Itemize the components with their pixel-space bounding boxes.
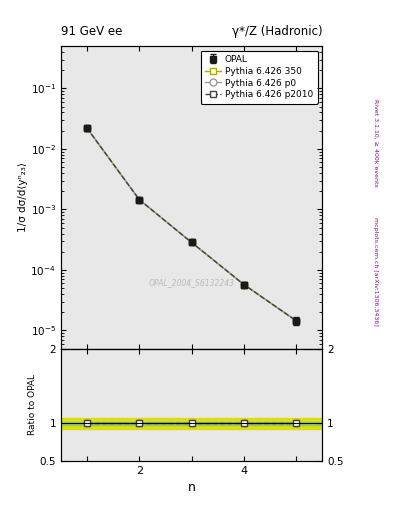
Text: Rivet 3.1.10, ≥ 400k events: Rivet 3.1.10, ≥ 400k events [373,99,378,187]
Pythia 6.426 p0 [189,240,194,246]
Line: Pythia 6.426 350: Pythia 6.426 350 [84,125,299,324]
X-axis label: n: n [187,481,196,494]
Pythia 6.426 350 [241,282,246,288]
Pythia 6.426 350 [294,317,299,324]
Pythia 6.426 p0 [85,125,90,131]
Y-axis label: Ratio to OPAL: Ratio to OPAL [28,374,37,435]
Pythia 6.426 p2010 [85,125,90,131]
Y-axis label: 1/σ dσ/d⟨yⁿ₂₃⟩: 1/σ dσ/d⟨yⁿ₂₃⟩ [18,162,28,232]
Line: Pythia 6.426 p0: Pythia 6.426 p0 [84,125,299,324]
Text: 91 GeV ee: 91 GeV ee [61,26,122,38]
Text: OPAL_2004_S6132243: OPAL_2004_S6132243 [149,278,235,287]
Legend: OPAL, Pythia 6.426 350, Pythia 6.426 p0, Pythia 6.426 p2010: OPAL, Pythia 6.426 350, Pythia 6.426 p0,… [200,51,318,104]
Pythia 6.426 p0 [294,317,299,324]
Pythia 6.426 p2010 [189,240,194,246]
Pythia 6.426 p2010 [241,282,246,288]
Pythia 6.426 350 [137,197,142,203]
Pythia 6.426 p0 [137,197,142,203]
Line: Pythia 6.426 p2010: Pythia 6.426 p2010 [84,125,299,324]
Pythia 6.426 350 [189,240,194,246]
Pythia 6.426 p2010 [294,317,299,324]
Pythia 6.426 p0 [241,282,246,288]
Pythia 6.426 p2010 [137,197,142,203]
Text: mcplots.cern.ch [arXiv:1306.3436]: mcplots.cern.ch [arXiv:1306.3436] [373,217,378,326]
Text: γ*/Z (Hadronic): γ*/Z (Hadronic) [231,26,322,38]
Pythia 6.426 350 [85,125,90,131]
